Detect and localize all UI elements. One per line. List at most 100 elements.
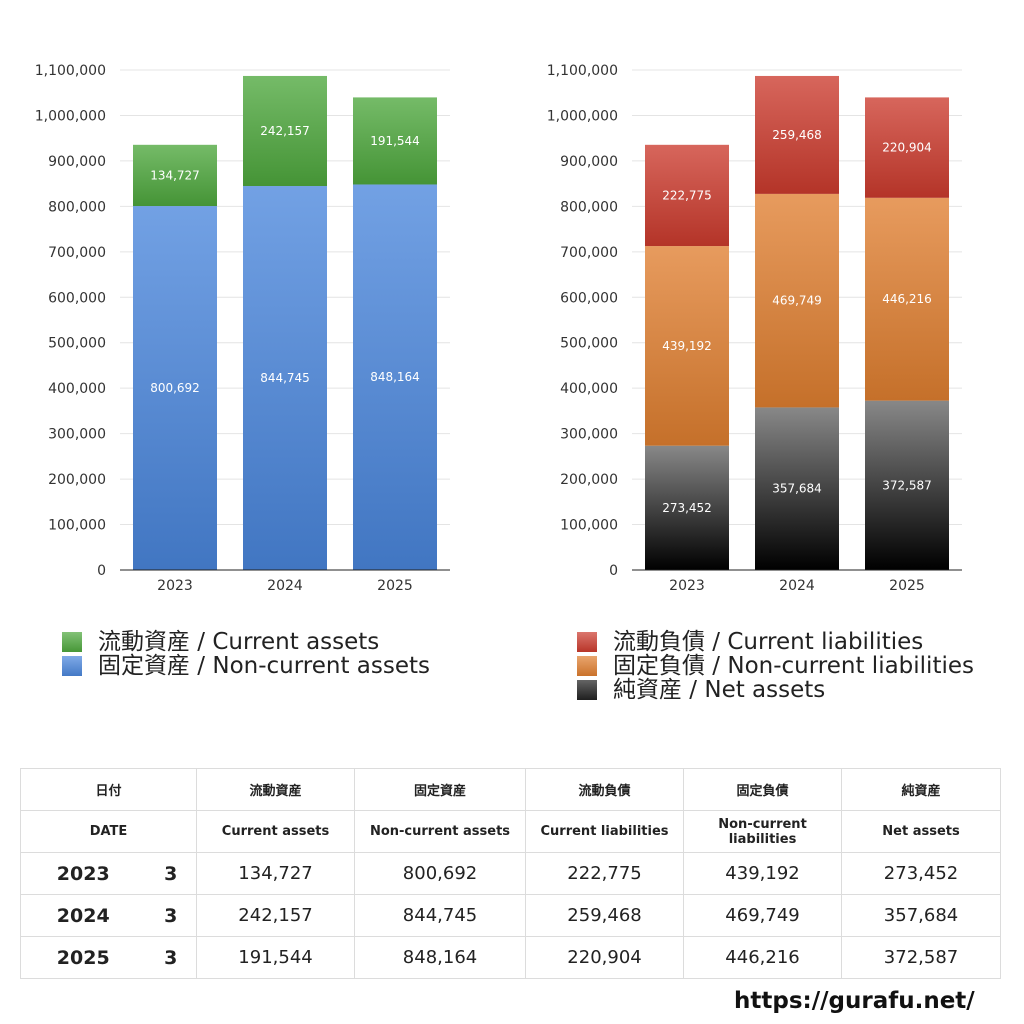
table-header-en: DATE Current assets Non-current assets C…	[19, 810, 1002, 853]
bar-segment	[865, 197, 949, 401]
bar-data-label: 273,452	[662, 501, 712, 515]
year-cell: 2023	[20, 852, 146, 895]
legend-swatch	[62, 656, 82, 676]
y-tick-label: 0	[609, 563, 618, 579]
header-cell: Current liabilities	[525, 810, 685, 853]
y-tick-label: 700,000	[560, 245, 618, 261]
y-tick-label: 800,000	[48, 199, 106, 215]
bar-segment	[243, 75, 327, 187]
value-cell: 848,164	[354, 936, 527, 979]
bar-segment	[133, 206, 217, 571]
legend-label: 流動資産 / Current assets	[98, 629, 380, 655]
assets-legend: 流動資産 / Current assets 固定資産 / Non-current …	[62, 630, 430, 678]
value-cell: 259,468	[525, 894, 685, 937]
legend-swatch	[577, 680, 597, 700]
value-cell: 357,684	[841, 894, 1002, 937]
value-cell: 439,192	[683, 852, 843, 895]
liabilities-legend: 流動負債 / Current liabilities 固定負債 / Non-cur…	[577, 630, 974, 702]
bar-data-label: 446,216	[882, 292, 932, 306]
bar-data-label: 357,684	[772, 482, 822, 496]
legend-label: 固定資産 / Non-current assets	[98, 653, 431, 679]
bar-segment	[645, 246, 729, 446]
year-cell: 2024	[20, 894, 146, 937]
header-cell: 純資産	[841, 768, 1002, 811]
legend-item: 固定負債 / Non-current liabilities	[577, 654, 974, 678]
bar-segment	[645, 445, 729, 570]
month-cell: 3	[145, 852, 198, 895]
header-cell: 流動負債	[525, 768, 685, 811]
y-tick-label: 300,000	[48, 427, 106, 443]
x-tick-label: 2023	[157, 578, 193, 594]
y-tick-label: 1,000,000	[35, 108, 106, 124]
bar-segment	[133, 144, 217, 207]
y-tick-label: 900,000	[48, 154, 106, 170]
bar-segment	[353, 184, 437, 571]
header-cell: 固定負債	[683, 768, 843, 811]
legend-label: 固定負債 / Non-current liabilities	[613, 653, 974, 679]
header-cell: 固定資産	[354, 768, 527, 811]
legend-item: 固定資産 / Non-current assets	[62, 654, 430, 678]
bar-data-label: 222,775	[662, 188, 712, 202]
header-cell: 流動資産	[196, 768, 356, 811]
y-tick-label: 700,000	[48, 245, 106, 261]
y-tick-label: 400,000	[48, 381, 106, 397]
y-tick-label: 200,000	[48, 472, 106, 488]
y-tick-label: 100,000	[48, 518, 106, 534]
value-cell: 446,216	[683, 936, 843, 979]
value-cell: 469,749	[683, 894, 843, 937]
value-cell: 222,775	[525, 852, 685, 895]
bar-data-label: 220,904	[882, 141, 932, 155]
header-cell: DATE	[19, 810, 198, 853]
month-cell: 3	[145, 936, 198, 979]
y-tick-label: 400,000	[560, 381, 618, 397]
bar-segment	[645, 144, 729, 247]
y-tick-label: 500,000	[560, 336, 618, 352]
bar-data-label: 134,727	[150, 168, 200, 182]
bar-segment	[755, 407, 839, 570]
value-cell: 220,904	[525, 936, 685, 979]
header-cell: Current assets	[196, 810, 356, 853]
bar-data-label: 439,192	[662, 339, 712, 353]
y-tick-label: 600,000	[560, 290, 618, 306]
table-row: 2025 3 191,544 848,164 220,904 446,216 3…	[20, 936, 1002, 979]
y-tick-label: 500,000	[48, 336, 106, 352]
value-cell: 273,452	[841, 852, 1002, 895]
y-tick-label: 300,000	[560, 427, 618, 443]
legend-item: 流動資産 / Current assets	[62, 630, 430, 654]
bar-segment	[353, 97, 437, 185]
y-tick-label: 900,000	[560, 154, 618, 170]
header-cell: Net assets	[841, 810, 1002, 853]
table-header-jp: 日付 流動資産 固定資産 流動負債 固定負債 純資産	[19, 768, 1002, 811]
data-table: 日付 流動資産 固定資産 流動負債 固定負債 純資産 DATE Current …	[19, 768, 1002, 979]
bar-data-label: 469,749	[772, 294, 822, 308]
value-cell: 800,692	[354, 852, 527, 895]
year-cell: 2025	[20, 936, 146, 979]
liabilities-chart: 0 100,000 200,000 300,000 400,000 500,000 600,…	[547, 63, 962, 594]
value-cell: 372,587	[841, 936, 1002, 979]
month-cell: 3	[145, 894, 198, 937]
legend-label: 純資産 / Net assets	[613, 677, 826, 703]
x-tick-label: 2024	[267, 578, 303, 594]
x-tick-label: 2025	[889, 578, 925, 594]
legend-swatch	[62, 632, 82, 652]
table-row: 2023 3 134,727 800,692 222,775 439,192 2…	[20, 852, 1002, 895]
bar-data-label: 844,745	[260, 371, 310, 385]
legend-swatch	[577, 632, 597, 652]
value-cell: 191,544	[196, 936, 356, 979]
footer-url[interactable]: https://gurafu.net/	[734, 988, 975, 1014]
bar-segment	[865, 97, 949, 198]
bar-segment	[755, 75, 839, 194]
legend-item: 純資産 / Net assets	[577, 678, 974, 702]
bar-data-label: 242,157	[260, 124, 310, 138]
bar-segment	[755, 193, 839, 408]
y-tick-label: 0	[97, 563, 106, 579]
x-tick-label: 2025	[377, 578, 413, 594]
bar-data-label: 848,164	[370, 370, 420, 384]
assets-chart: 0 100,000 200,000 300,000 400,000 500,000 600,…	[35, 63, 450, 594]
value-cell: 844,745	[354, 894, 527, 937]
table-row: 2024 3 242,157 844,745 259,468 469,749 3…	[20, 894, 1002, 937]
legend-item: 流動負債 / Current liabilities	[577, 630, 974, 654]
y-tick-label: 200,000	[560, 472, 618, 488]
value-cell: 134,727	[196, 852, 356, 895]
legend-swatch	[577, 656, 597, 676]
